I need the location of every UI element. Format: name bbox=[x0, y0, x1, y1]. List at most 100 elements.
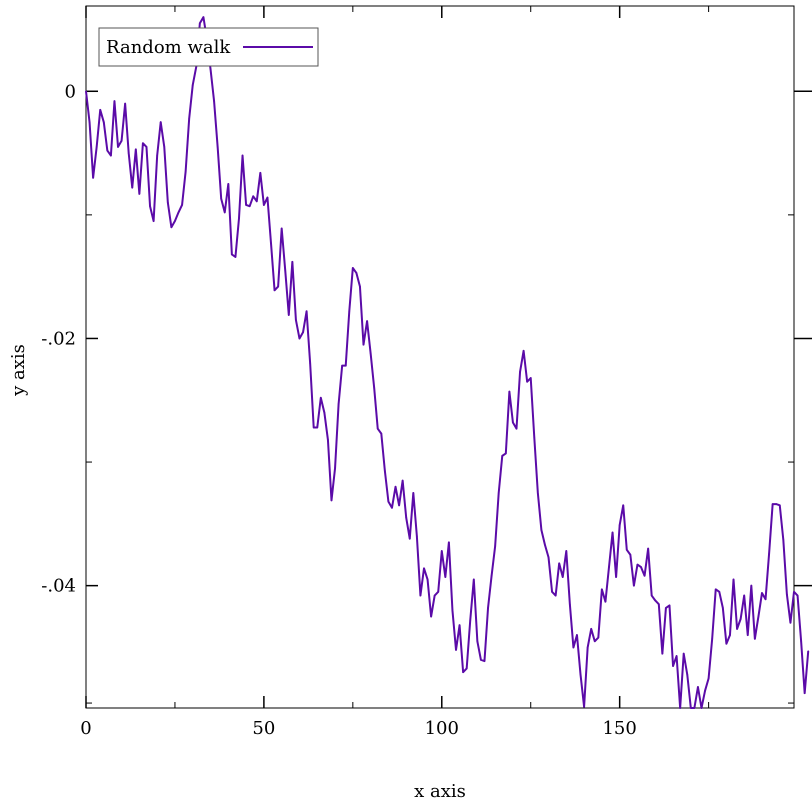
data-point bbox=[231, 253, 233, 256]
data-point bbox=[284, 269, 287, 272]
data-point bbox=[405, 516, 408, 519]
data-point bbox=[722, 607, 724, 609]
data-point bbox=[490, 574, 493, 577]
data-point bbox=[167, 201, 169, 204]
data-point bbox=[149, 205, 151, 208]
data-point bbox=[547, 556, 550, 559]
data-point bbox=[202, 16, 205, 18]
data-point bbox=[227, 183, 230, 185]
data-point bbox=[565, 550, 568, 552]
data-point bbox=[593, 640, 596, 643]
data-point bbox=[451, 609, 454, 612]
data-point bbox=[170, 226, 173, 229]
data-point bbox=[633, 584, 635, 587]
data-point bbox=[444, 576, 447, 578]
data-point bbox=[487, 607, 489, 609]
data-point bbox=[796, 594, 799, 597]
data-point bbox=[554, 594, 557, 597]
data-point bbox=[387, 500, 390, 503]
data-point bbox=[213, 100, 215, 102]
data-point bbox=[558, 562, 560, 565]
data-point bbox=[643, 574, 646, 577]
data-point bbox=[803, 692, 806, 694]
data-point bbox=[533, 436, 536, 439]
data-point bbox=[394, 485, 397, 488]
data-point bbox=[665, 607, 667, 609]
data-point bbox=[529, 377, 532, 379]
data-point bbox=[181, 204, 183, 206]
data-point bbox=[184, 170, 187, 173]
data-point bbox=[789, 621, 792, 624]
data-point bbox=[106, 149, 109, 152]
data-point bbox=[572, 646, 575, 649]
data-point bbox=[263, 204, 265, 206]
data-point bbox=[540, 529, 543, 531]
data-point bbox=[768, 552, 770, 555]
data-point bbox=[270, 242, 272, 245]
data-point bbox=[622, 504, 625, 507]
data-point bbox=[334, 467, 336, 470]
data-point bbox=[273, 289, 276, 292]
legend: Random walk bbox=[98, 27, 319, 67]
data-point bbox=[408, 537, 411, 540]
legend-label: Random walk bbox=[106, 37, 231, 58]
x-tick-label: 150 bbox=[602, 718, 636, 739]
data-point bbox=[127, 152, 130, 154]
axis-ticks bbox=[85, 6, 812, 708]
data-point bbox=[512, 421, 514, 424]
data-point bbox=[519, 371, 521, 373]
data-point bbox=[494, 545, 496, 547]
data-point bbox=[679, 707, 681, 709]
data-point bbox=[480, 659, 482, 661]
data-point bbox=[501, 455, 504, 457]
data-point bbox=[654, 599, 657, 602]
data-point bbox=[327, 439, 329, 441]
data-point bbox=[117, 146, 119, 148]
data-point bbox=[302, 331, 304, 334]
data-point bbox=[576, 634, 578, 636]
data-point bbox=[526, 380, 528, 383]
data-point bbox=[295, 319, 297, 321]
data-point bbox=[650, 594, 653, 597]
data-point bbox=[330, 499, 333, 502]
data-point bbox=[732, 578, 735, 581]
x-tick-label: 100 bbox=[425, 718, 459, 739]
data-point bbox=[191, 84, 194, 86]
data-point bbox=[177, 211, 180, 214]
data-point bbox=[266, 196, 269, 199]
data-point bbox=[800, 640, 802, 643]
data-point bbox=[711, 637, 713, 640]
data-point bbox=[287, 314, 290, 316]
data-point bbox=[700, 707, 703, 709]
data-point bbox=[440, 550, 443, 552]
data-point bbox=[455, 649, 457, 651]
data-point bbox=[469, 619, 472, 622]
data-point bbox=[746, 634, 749, 636]
data-point bbox=[714, 588, 717, 591]
data-point bbox=[238, 217, 240, 220]
data-point bbox=[99, 109, 102, 111]
y-tick-label: 0 bbox=[65, 81, 76, 102]
data-point bbox=[761, 592, 763, 594]
data-point bbox=[344, 364, 347, 367]
data-point bbox=[277, 285, 279, 288]
data-point bbox=[618, 524, 621, 526]
data-point bbox=[707, 677, 710, 680]
data-point bbox=[291, 261, 294, 263]
data-point bbox=[793, 591, 795, 593]
data-point bbox=[163, 146, 166, 148]
data-point bbox=[95, 146, 98, 148]
data-point bbox=[636, 563, 639, 566]
data-point bbox=[223, 211, 226, 214]
data-point bbox=[359, 285, 361, 288]
plot-area bbox=[85, 5, 795, 709]
data-point bbox=[590, 628, 593, 630]
data-point bbox=[586, 646, 589, 649]
x-tick-label: 0 bbox=[80, 718, 91, 739]
data-point bbox=[391, 506, 393, 509]
data-point bbox=[704, 689, 706, 692]
data-point bbox=[384, 469, 386, 472]
data-point bbox=[188, 117, 190, 120]
data-point bbox=[750, 584, 753, 587]
data-point bbox=[764, 598, 767, 601]
